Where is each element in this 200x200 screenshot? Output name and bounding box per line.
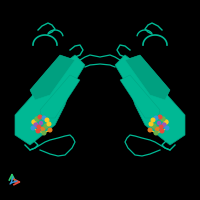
Circle shape (162, 123, 166, 127)
Polygon shape (30, 55, 75, 100)
Circle shape (148, 128, 152, 132)
Circle shape (40, 121, 42, 124)
Circle shape (37, 125, 41, 129)
Circle shape (34, 123, 38, 127)
Circle shape (152, 124, 156, 128)
Circle shape (41, 127, 45, 131)
Circle shape (47, 122, 51, 126)
Circle shape (44, 124, 48, 128)
Circle shape (159, 125, 163, 129)
Circle shape (38, 115, 42, 119)
Circle shape (48, 128, 52, 132)
Polygon shape (115, 55, 185, 145)
Polygon shape (120, 75, 160, 118)
Circle shape (151, 118, 155, 122)
Circle shape (160, 129, 164, 133)
Circle shape (32, 120, 36, 124)
Circle shape (42, 116, 46, 120)
Circle shape (42, 131, 46, 135)
Circle shape (36, 129, 40, 133)
Circle shape (31, 126, 35, 130)
Circle shape (155, 127, 159, 131)
Circle shape (35, 117, 39, 121)
Circle shape (165, 126, 169, 130)
Circle shape (154, 131, 158, 135)
Polygon shape (15, 55, 85, 145)
Circle shape (154, 116, 158, 120)
Circle shape (161, 117, 165, 121)
Circle shape (158, 121, 160, 124)
Polygon shape (125, 55, 170, 100)
Circle shape (164, 120, 168, 124)
Circle shape (45, 118, 49, 122)
Circle shape (149, 122, 153, 126)
Circle shape (158, 115, 162, 119)
Polygon shape (40, 75, 80, 118)
